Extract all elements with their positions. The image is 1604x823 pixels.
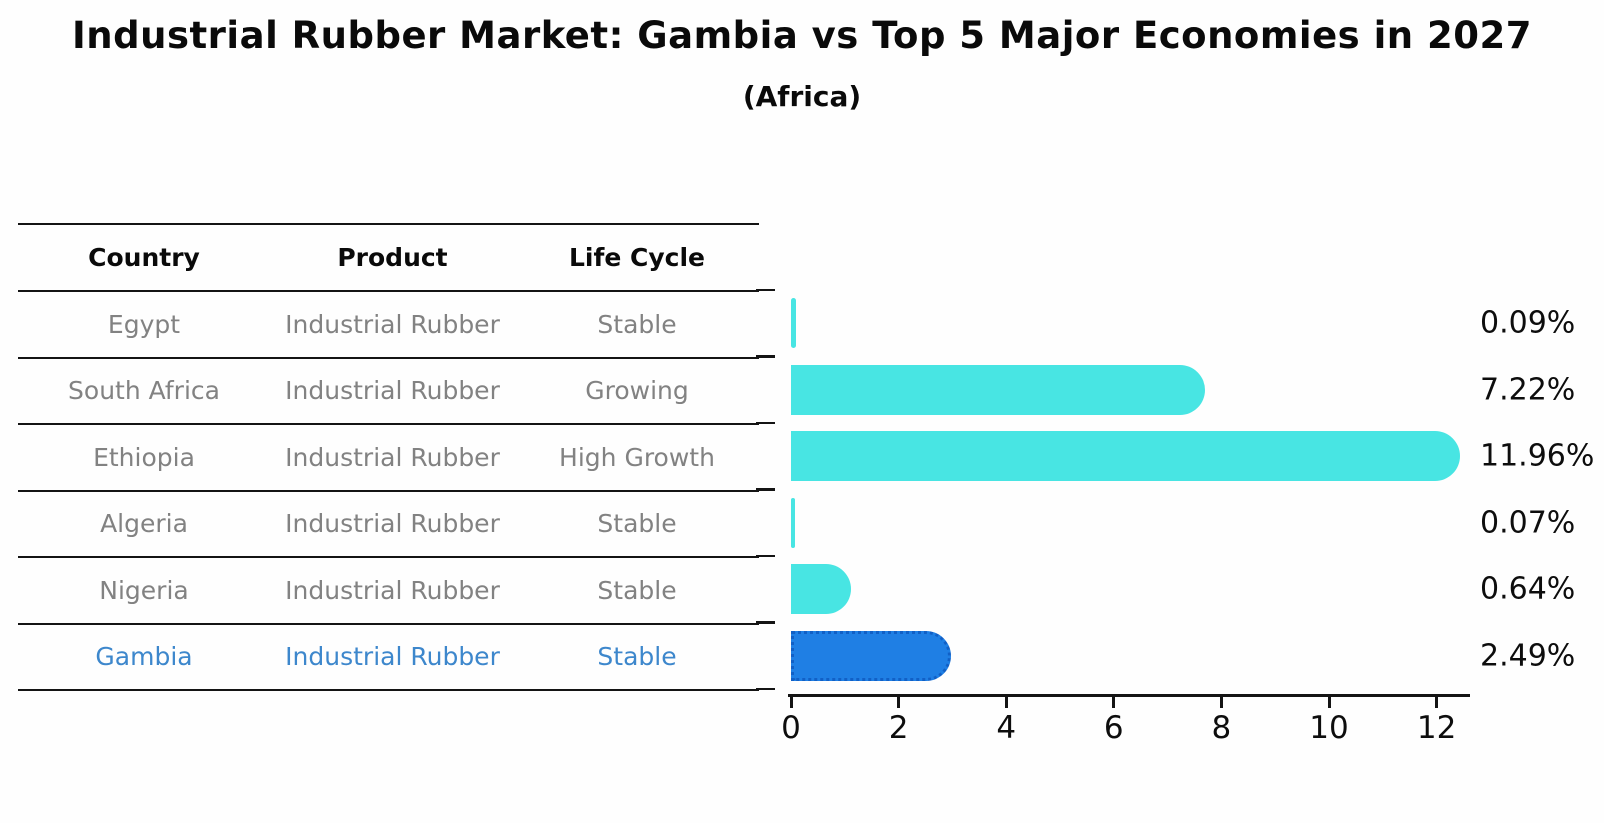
cell-product: Industrial Rubber [285,442,500,472]
cell-country: Gambia [95,642,193,672]
market-table: Country Product Life Cycle Egypt Industri… [18,223,759,691]
column-header-product: Product [337,243,448,272]
table-header-row: Country Product Life Cycle [18,225,759,292]
bar-ethiopia [791,431,1461,482]
y-axis-tick [756,488,775,491]
x-axis-tick [1327,697,1331,708]
x-axis-tick-label: 0 [781,710,801,746]
table-row-egypt: Egypt Industrial Rubber Stable [18,292,759,359]
x-axis-line [788,694,1470,697]
table-row-south-africa: South Africa Industrial Rubber Growing [18,359,759,425]
y-axis-tick [756,687,775,691]
y-axis-tick [756,421,775,425]
cell-life-cycle: High Growth [559,442,715,472]
cell-product: Industrial Rubber [285,575,500,605]
x-axis-tick-label: 2 [888,710,909,746]
page-subtitle: (Africa) [742,80,862,113]
y-axis-tick [756,288,775,292]
table-row-algeria: Algeria Industrial Rubber Stable [18,492,759,558]
cell-product: Industrial Rubber [285,642,500,672]
cell-product: Industrial Rubber [285,309,500,339]
value-label-gambia: 2.49% [1480,638,1576,674]
cell-country: Algeria [100,509,188,539]
column-header-country: Country [88,243,200,272]
x-axis-tick [789,697,793,708]
x-axis-tick [1004,697,1008,708]
bar-egypt [791,298,796,349]
table-row-gambia: Gambia Industrial Rubber Stable [18,625,759,691]
cell-life-cycle: Stable [597,309,677,339]
value-label-nigeria: 0.64% [1480,571,1576,607]
page-title: Industrial Rubber Market: Gambia vs Top … [72,14,1532,57]
x-axis-tick [1219,697,1223,708]
cell-life-cycle: Stable [597,575,677,605]
value-label-south-africa: 7.22% [1480,372,1576,408]
x-axis-tick-label: 4 [996,710,1017,746]
x-axis-tick-label: 6 [1103,710,1124,746]
x-axis-tick-label: 8 [1211,710,1232,746]
cell-product: Industrial Rubber [285,509,500,539]
cell-life-cycle: Stable [597,642,677,672]
cell-country: Egypt [107,309,181,339]
column-header-life-cycle: Life Cycle [568,243,706,272]
cell-country: Ethiopia [93,442,195,472]
cell-country: Nigeria [99,575,189,605]
table-row-ethiopia: Ethiopia Industrial Rubber High Growth [18,425,759,492]
bar-nigeria [791,564,852,615]
cell-product: Industrial Rubber [285,376,500,406]
value-label-egypt: 0.09% [1480,305,1576,341]
x-axis-tick-label: 12 [1416,710,1457,746]
y-axis-tick [756,554,775,558]
bar-gambia [791,630,951,681]
bar-south-africa [791,364,1206,415]
table-row-nigeria: Nigeria Industrial Rubber Stable [18,558,759,625]
x-axis-tick [1112,697,1116,708]
value-label-algeria: 0.07% [1480,505,1576,541]
bar-algeria [791,497,795,548]
x-axis-tick-label: 10 [1309,710,1349,746]
y-axis-tick [756,621,775,624]
y-axis-tick [756,355,775,358]
x-axis-tick [1435,697,1439,708]
cell-life-cycle: Stable [597,509,677,539]
cell-life-cycle: Growing [585,376,689,406]
x-axis-tick [897,697,901,708]
cell-country: South Africa [68,376,220,406]
value-label-ethiopia: 11.96% [1480,438,1595,474]
